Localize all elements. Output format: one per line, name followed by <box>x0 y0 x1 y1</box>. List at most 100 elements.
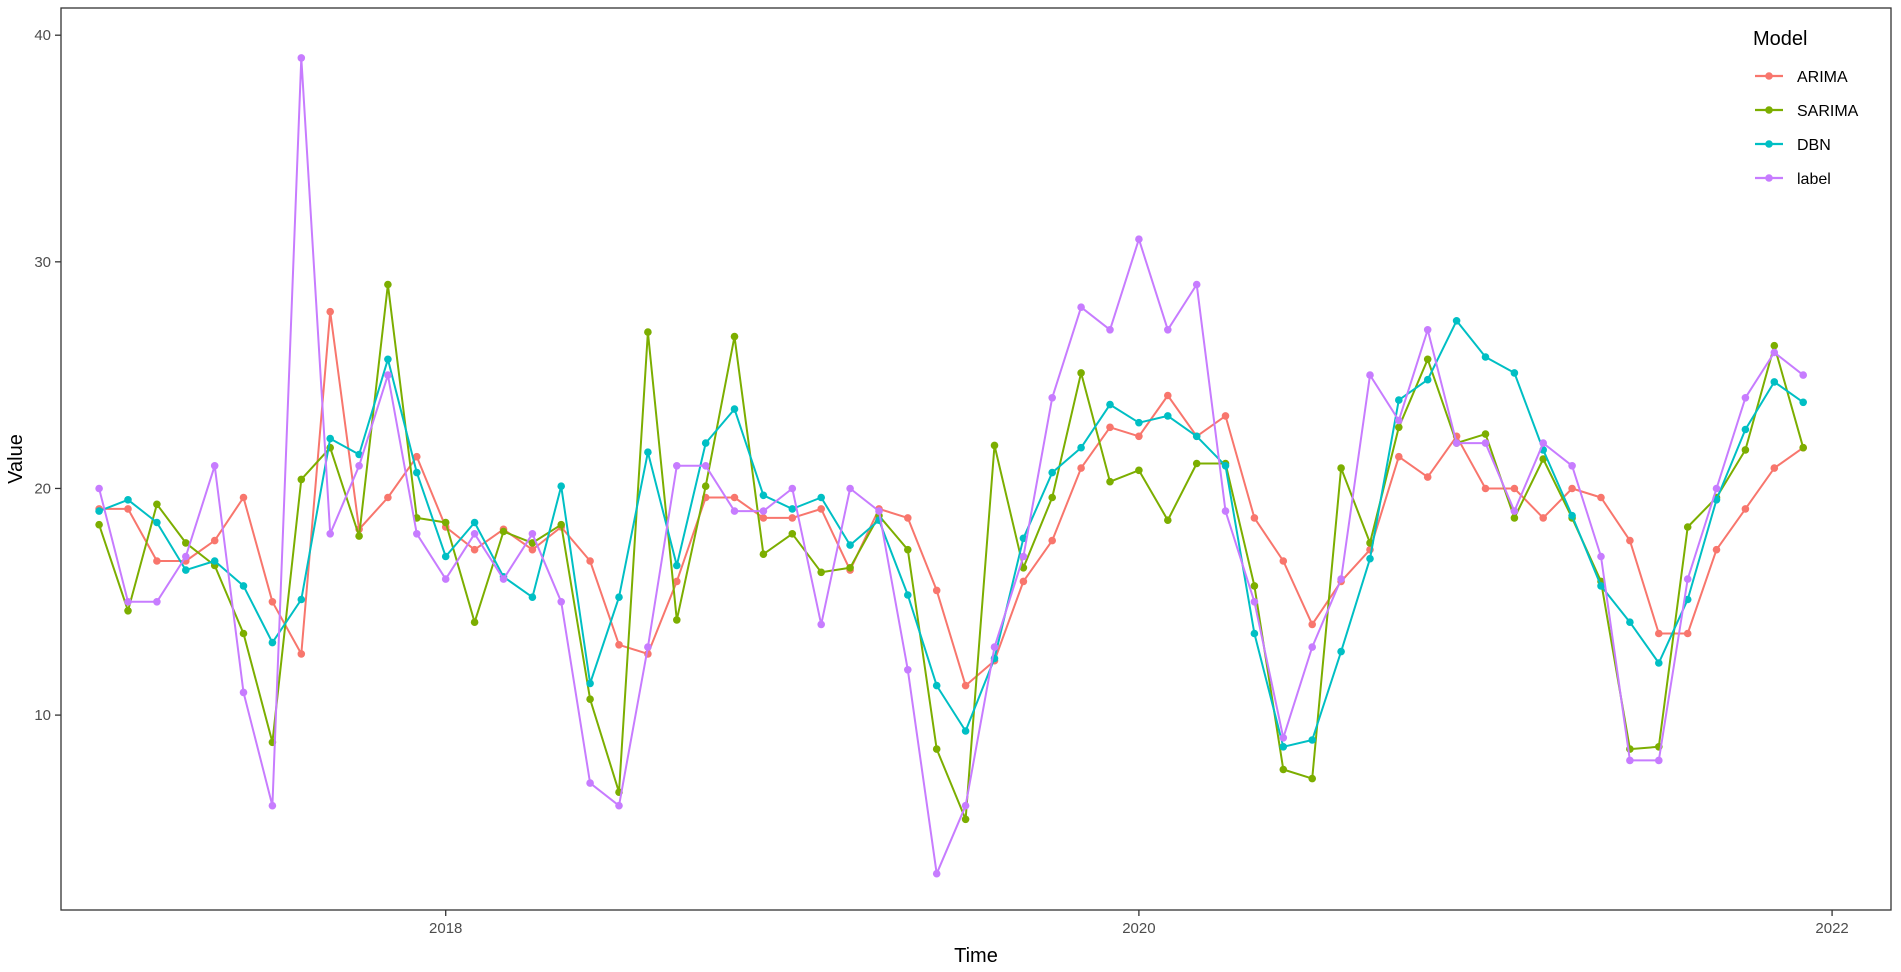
data-point-sarima <box>1337 464 1345 472</box>
data-point-dbn <box>932 681 941 690</box>
data-point-sarima <box>239 629 248 638</box>
legend-item-sarima[interactable]: SARIMA <box>1755 103 1859 120</box>
data-point-dbn <box>673 561 681 570</box>
data-point-arima <box>1308 620 1316 629</box>
data-point-arima <box>1164 391 1172 400</box>
data-point-label <box>326 530 335 538</box>
data-point-label <box>1019 552 1028 561</box>
data-point-label <box>95 484 103 493</box>
legend-item-arima[interactable]: ARIMA <box>1755 69 1848 86</box>
data-point-arima <box>470 545 479 554</box>
data-point-label <box>1250 598 1259 606</box>
legend-key-point <box>1765 72 1773 80</box>
y-axis-title: Value <box>5 434 27 484</box>
data-point-label <box>1481 439 1490 447</box>
data-point-dbn <box>1626 618 1634 626</box>
data-point-arima <box>1048 536 1056 545</box>
y-tick-label: 10 <box>34 707 51 724</box>
data-point-label <box>644 643 652 651</box>
series-line-label <box>98 56 1804 875</box>
data-point-label <box>1221 507 1230 515</box>
legend-key-point <box>1765 140 1773 148</box>
data-point-sarima <box>788 530 797 538</box>
data-point-sarima <box>701 482 710 491</box>
data-point-dbn <box>615 593 623 601</box>
data-point-dbn <box>1250 629 1259 638</box>
data-point-label <box>1279 734 1288 742</box>
data-point-arima <box>932 586 941 595</box>
data-point-dbn <box>413 468 421 477</box>
legend-label-dbn: DBN <box>1797 137 1831 154</box>
data-point-dbn <box>644 448 652 457</box>
x-axis: 2018 2020 2022 <box>429 910 1849 937</box>
data-point-label <box>1597 552 1605 561</box>
data-point-label <box>904 666 912 674</box>
data-point-label <box>788 484 797 493</box>
data-point-arima <box>615 641 623 649</box>
data-point-sarima <box>1770 341 1779 350</box>
data-point-sarima <box>932 745 941 753</box>
data-point-sarima <box>759 550 768 558</box>
data-point-arima <box>1655 629 1663 638</box>
data-point-dbn <box>1395 396 1403 404</box>
data-point-dbn <box>1192 432 1201 441</box>
data-point-sarima <box>1135 466 1143 475</box>
data-point-label <box>932 869 941 878</box>
data-point-arima <box>904 514 912 522</box>
data-point-label <box>875 507 883 515</box>
data-point-arima <box>673 577 681 586</box>
data-point-sarima <box>730 332 739 341</box>
data-point-label <box>268 801 277 810</box>
data-point-label <box>990 643 999 651</box>
data-point-dbn <box>1568 511 1576 520</box>
data-point-dbn <box>1106 400 1114 409</box>
legend-item-label[interactable]: label <box>1755 171 1831 188</box>
y-tick-label: 40 <box>34 27 51 44</box>
data-point-dbn <box>586 679 594 688</box>
data-point-label <box>297 54 306 62</box>
data-point-arima <box>1106 423 1114 432</box>
data-point-label <box>1770 348 1779 357</box>
data-point-label <box>1539 439 1547 447</box>
data-point-sarima <box>961 815 970 824</box>
data-point-label <box>1337 575 1345 583</box>
data-point-sarima <box>499 527 508 536</box>
data-point-dbn <box>470 518 479 527</box>
data-point-arima <box>210 536 219 545</box>
data-point-arima <box>730 493 739 502</box>
series-dbn <box>95 317 1807 751</box>
data-point-dbn <box>1712 496 1721 504</box>
data-point-label <box>470 530 479 538</box>
data-point-label <box>1106 326 1114 334</box>
x-tick-label: 2020 <box>1122 920 1155 937</box>
data-point-label <box>1452 439 1461 447</box>
data-point-dbn <box>268 638 277 647</box>
data-point-sarima <box>1250 582 1259 590</box>
y-axis: 10 20 30 40 <box>34 27 61 724</box>
data-point-label <box>1164 326 1172 334</box>
data-point-label <box>1626 756 1634 765</box>
data-point-sarima <box>1077 369 1085 377</box>
data-point-dbn <box>297 595 306 604</box>
data-point-dbn <box>788 505 797 513</box>
legend-key-point <box>1765 174 1773 182</box>
data-point-dbn <box>1597 582 1605 590</box>
data-point-label <box>210 462 219 470</box>
data-point-dbn <box>1308 736 1316 744</box>
legend-item-dbn[interactable]: DBN <box>1755 137 1831 154</box>
data-point-dbn <box>124 496 132 504</box>
data-point-label <box>528 530 537 538</box>
data-point-arima <box>788 514 797 522</box>
data-point-dbn <box>701 439 710 447</box>
data-point-label <box>961 801 970 810</box>
legend[interactable]: Model ARIMA SARIMA DBN label <box>1753 28 1859 188</box>
data-point-dbn <box>817 493 825 502</box>
data-point-arima <box>239 493 248 502</box>
x-tick-label: 2022 <box>1815 920 1848 937</box>
data-point-arima <box>961 681 970 690</box>
data-point-label <box>1395 416 1403 425</box>
data-point-sarima <box>1048 493 1056 502</box>
series-line-sarima <box>98 283 1805 821</box>
data-point-dbn <box>961 727 970 735</box>
